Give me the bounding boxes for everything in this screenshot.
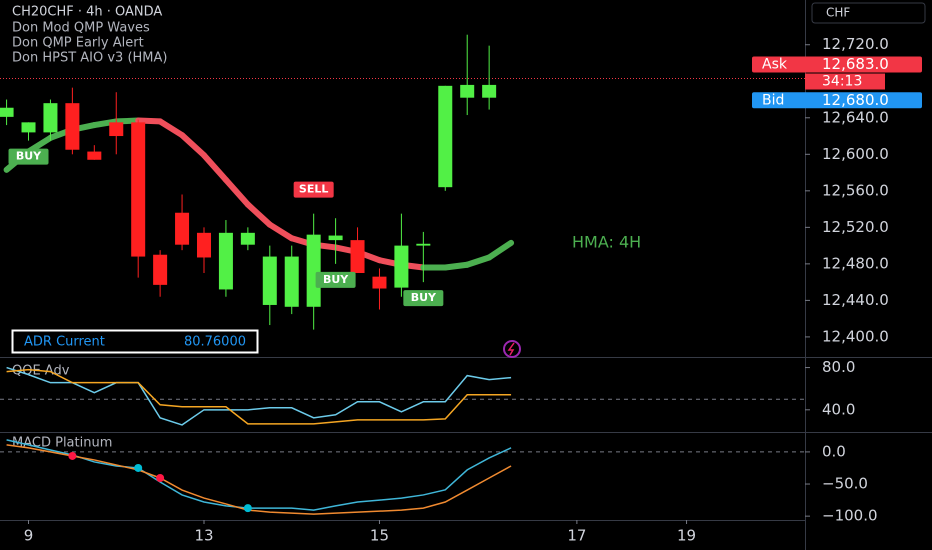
candle-body (0, 107, 14, 117)
y-tick-label: 12,480.0 (822, 254, 889, 272)
hma-segment (222, 176, 251, 208)
ask-tag (752, 56, 922, 73)
y-tick-label: 12,440.0 (822, 291, 889, 309)
indicator-line (6, 444, 512, 515)
hma-label: HMA: 4H (572, 233, 641, 252)
hma-segment (200, 152, 229, 183)
x-tick-label: 17 (567, 527, 586, 545)
indicator-line (6, 366, 512, 426)
hma-segment (266, 221, 295, 242)
x-tick-label: 15 (370, 527, 389, 545)
adr-value: 80.76000 (184, 335, 246, 350)
y-tick-label: 40.0 (822, 400, 855, 418)
signal-box (293, 181, 334, 198)
signal-box (8, 148, 49, 165)
bid-value: 12,680.0 (822, 91, 889, 109)
hma-segment (113, 117, 142, 125)
y-tick-label: 80.0 (822, 358, 855, 376)
y-tick-label: −100.0 (822, 507, 878, 525)
candle-body (438, 85, 453, 188)
y-tick-label: 12,400.0 (822, 327, 889, 345)
candle-body (153, 254, 168, 285)
hma-segment (91, 118, 120, 129)
candle-body (416, 243, 431, 246)
candle-body (131, 122, 146, 257)
candle-body (306, 234, 321, 307)
candle-body (328, 235, 343, 241)
alert-icon[interactable] (503, 340, 521, 358)
candle-body (372, 276, 387, 289)
candle-body (460, 84, 475, 98)
cross-marker (68, 451, 77, 460)
cross-marker (243, 504, 252, 513)
candle-body (262, 256, 277, 305)
candle-body (21, 122, 36, 133)
cross-marker (134, 463, 143, 472)
hma-segment (442, 261, 471, 271)
candle-body (87, 151, 102, 160)
ask-value: 12,683.0 (822, 55, 889, 73)
cross-marker (156, 473, 165, 482)
alert-icon-bolt (507, 342, 515, 356)
x-tick-label: 19 (677, 527, 696, 545)
ask-label: Ask (762, 57, 788, 73)
countdown: 34:13 (822, 74, 862, 90)
y-tick-label: 12,720.0 (822, 35, 889, 53)
y-tick-label: 12,560.0 (822, 181, 889, 199)
countdown-tag (805, 73, 885, 90)
y-tick-label: 12,600.0 (822, 145, 889, 163)
indicator-label: Don HPST AIO v3 (HMA) (12, 51, 168, 66)
hma-segment (464, 254, 493, 268)
candle-body (175, 212, 190, 245)
indicator-label: Don Mod QMP Waves (12, 21, 150, 36)
bid-tag (752, 92, 922, 109)
candle-body (43, 103, 58, 133)
hma-segment (486, 239, 515, 261)
indicator-line (6, 439, 512, 511)
signal-label: BUY (411, 291, 437, 304)
y-tick-label: −50.0 (822, 475, 868, 493)
x-tick-label: 13 (194, 527, 213, 545)
hma-segment (157, 118, 186, 139)
candle-body (284, 256, 299, 307)
y-tick-label: 12,520.0 (822, 218, 889, 236)
hma-segment (244, 201, 273, 228)
symbol-label: CH20CHF · 4h · OANDA (12, 5, 162, 20)
candle-body (196, 232, 211, 258)
indicator-label: Don QMP Early Alert (12, 36, 144, 51)
candle-body (109, 122, 124, 137)
signal-label: BUY (16, 150, 42, 163)
candle-body (218, 232, 233, 290)
candle-body (350, 240, 365, 273)
signal-label: BUY (323, 273, 349, 286)
hma-segment (179, 132, 207, 159)
candle-body (394, 245, 409, 288)
signal-box (315, 271, 356, 288)
candle-body (240, 232, 255, 245)
currency-button[interactable] (811, 2, 926, 24)
indicator-line (6, 368, 512, 425)
currency-label: CHF (826, 6, 850, 20)
y-tick-label: 12,640.0 (822, 108, 889, 126)
adr-label: ADR Current (24, 335, 105, 350)
hma-segment (135, 117, 164, 125)
y-tick-label: 0.0 (822, 442, 846, 460)
x-tick-label: 9 (24, 527, 34, 545)
candle-body (65, 103, 80, 150)
candle-body (482, 84, 497, 98)
adr-box (11, 329, 259, 354)
signal-box (403, 290, 444, 307)
signal-label: SELL (299, 183, 328, 196)
bid-label: Bid (762, 92, 784, 108)
